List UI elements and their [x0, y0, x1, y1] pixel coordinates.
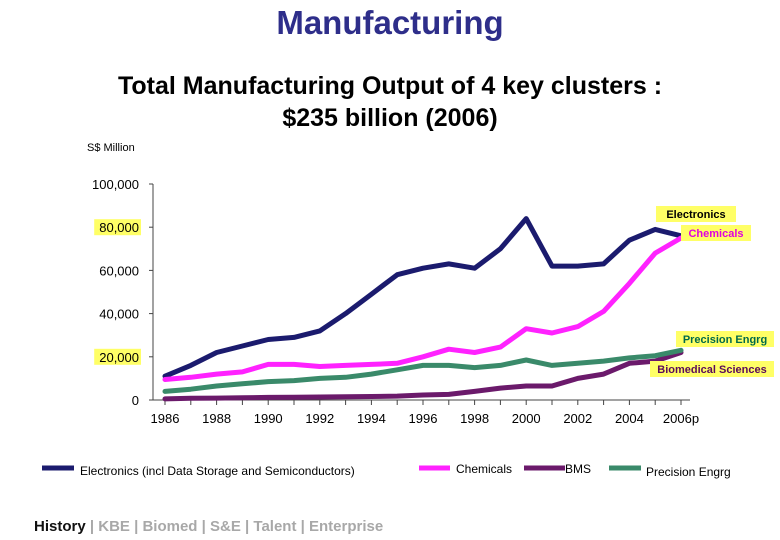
legend-label-chemicals: Chemicals [456, 462, 512, 476]
y-tick-label: 40,000 [99, 307, 139, 322]
callout-label: Chemicals [688, 228, 743, 240]
footer-separator: | [296, 518, 310, 535]
footer-nav: History | KBE | Biomed | S&E | Talent | … [34, 518, 383, 535]
callout-box [681, 225, 751, 241]
callout-box [676, 331, 774, 347]
x-tick-label: 1998 [460, 411, 489, 426]
x-tick-label: 2004 [615, 411, 644, 426]
x-tick-label: 2000 [512, 411, 541, 426]
x-tick-label: 2002 [563, 411, 592, 426]
footer-link-kbe[interactable]: KBE [98, 518, 130, 535]
footer-separator: | [129, 518, 143, 535]
footer-separator: | [197, 518, 211, 535]
series-line-precision [162, 347, 684, 394]
y-tick-label-highlight [94, 348, 141, 365]
subtitle-line-1: Total Manufacturing Output of 4 key clus… [117, 72, 663, 100]
page-title: Manufacturing [276, 4, 504, 41]
callout-box [650, 361, 774, 377]
legend-label-electronics: Electronics (incl Data Storage and Semic… [80, 464, 355, 478]
chart-subtitle: Total Manufacturing Output of 4 key clus… [0, 70, 780, 134]
x-tick-label: 1990 [254, 411, 283, 426]
y-tick-label: 100,000 [92, 177, 139, 192]
footer-link-biomed[interactable]: Biomed [142, 518, 198, 535]
x-tick-label: 1994 [357, 411, 386, 426]
y-tick-label: 60,000 [99, 263, 139, 278]
x-tick-label: 2006p [663, 411, 699, 426]
x-tick-label: 1996 [409, 411, 438, 426]
x-tick-label: 1986 [151, 411, 180, 426]
legend-label-bms: BMS [565, 462, 591, 476]
series-line-bms [162, 350, 684, 402]
x-tick-label: 1988 [202, 411, 231, 426]
callout-label: Electronics [666, 209, 725, 221]
footer-link-enterprise[interactable]: Enterprise [309, 518, 384, 535]
footer-link-s-e[interactable]: S&E [210, 518, 241, 535]
y-axis-unit-label: S$ Million [87, 142, 135, 154]
x-tick-label: 1992 [305, 411, 334, 426]
callout-box [656, 206, 736, 222]
footer-separator: | [85, 518, 99, 535]
y-tick-label-highlight [94, 219, 141, 236]
callout-label: Biomedical Sciences [657, 364, 766, 376]
legend-label-precision: Precision Engrg [646, 465, 731, 479]
footer-link-talent[interactable]: Talent [253, 518, 297, 535]
y-tick-label: 20,000 [99, 350, 139, 365]
footer-link-history[interactable]: History [34, 518, 86, 535]
callout-label: Precision Engrg [683, 334, 767, 346]
subtitle-line-2: $235 billion (2006) [282, 104, 498, 132]
series-line-chemicals [162, 235, 684, 382]
series-line-electronics [162, 216, 684, 379]
footer-separator: | [240, 518, 254, 535]
y-tick-label: 80,000 [99, 220, 139, 235]
y-tick-label: 0 [132, 393, 139, 408]
